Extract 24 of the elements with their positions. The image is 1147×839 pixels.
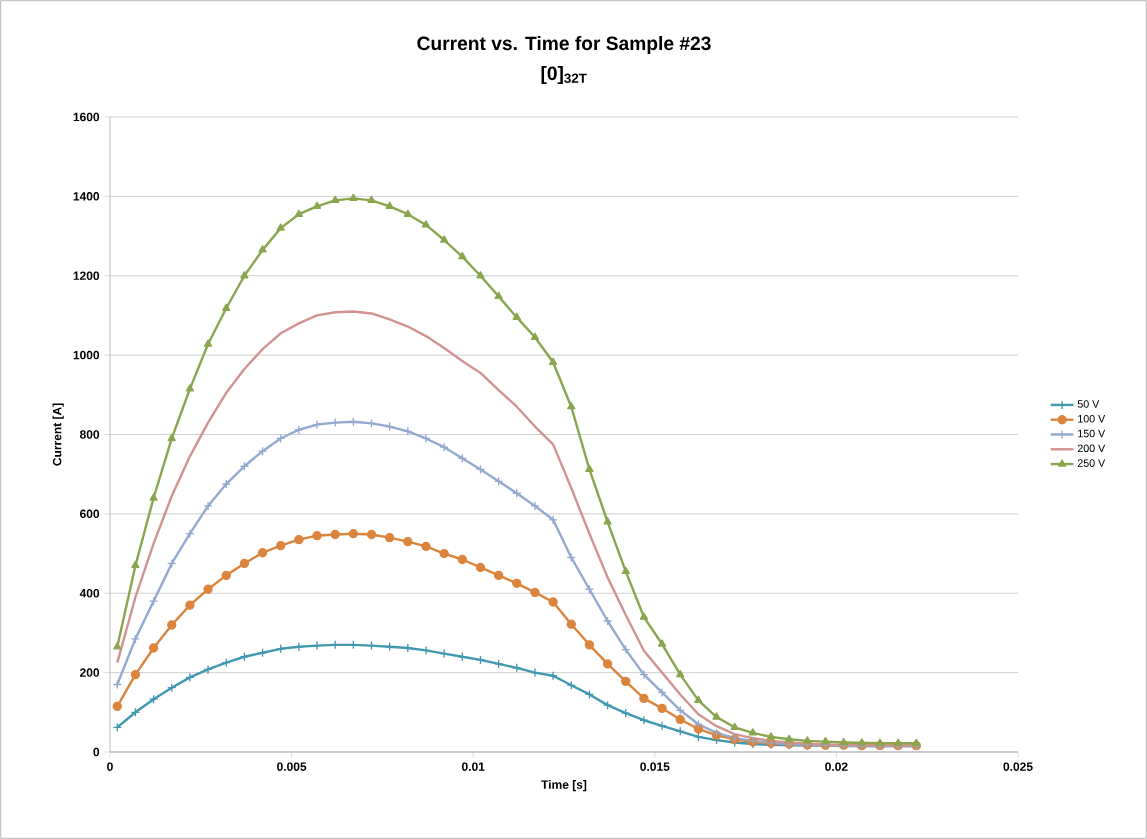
y-tick-label: 400 <box>79 588 100 598</box>
y-axis-title: Current [A] <box>52 403 64 466</box>
chart-subtitle: [0]$_{32T}$ <box>541 66 587 84</box>
legend-label: 200 V <box>1077 444 1106 453</box>
x-tick-label: 0.025 <box>1003 762 1033 771</box>
x-tick-label: 0.01 <box>462 762 485 771</box>
y-tick-label: 1400 <box>73 192 100 201</box>
y-tick-label: 0 <box>93 747 100 757</box>
y-tick-label: 600 <box>80 509 100 519</box>
x-tick-label: 0 <box>107 762 113 771</box>
chart-title: Current vs. Time for Sample #23 <box>417 36 711 54</box>
legend-label: 50 V <box>1077 400 1100 408</box>
y-tick-label: 1200 <box>73 271 100 280</box>
x-axis-title: Time [s] <box>541 780 587 792</box>
y-tick-label: 200 <box>80 668 100 677</box>
legend-label: 150 V <box>1078 429 1106 438</box>
x-tick-label: 0.015 <box>640 762 670 771</box>
y-tick-label: 1000 <box>73 350 100 360</box>
legend-label: 100 V <box>1078 414 1106 423</box>
y-tick-label: 1600 <box>73 112 100 122</box>
x-tick-label: 0.005 <box>277 762 307 771</box>
legend-label: 250 V <box>1077 459 1106 467</box>
x-tick-label: 0.02 <box>825 762 848 771</box>
y-tick-label: 800 <box>79 430 100 439</box>
